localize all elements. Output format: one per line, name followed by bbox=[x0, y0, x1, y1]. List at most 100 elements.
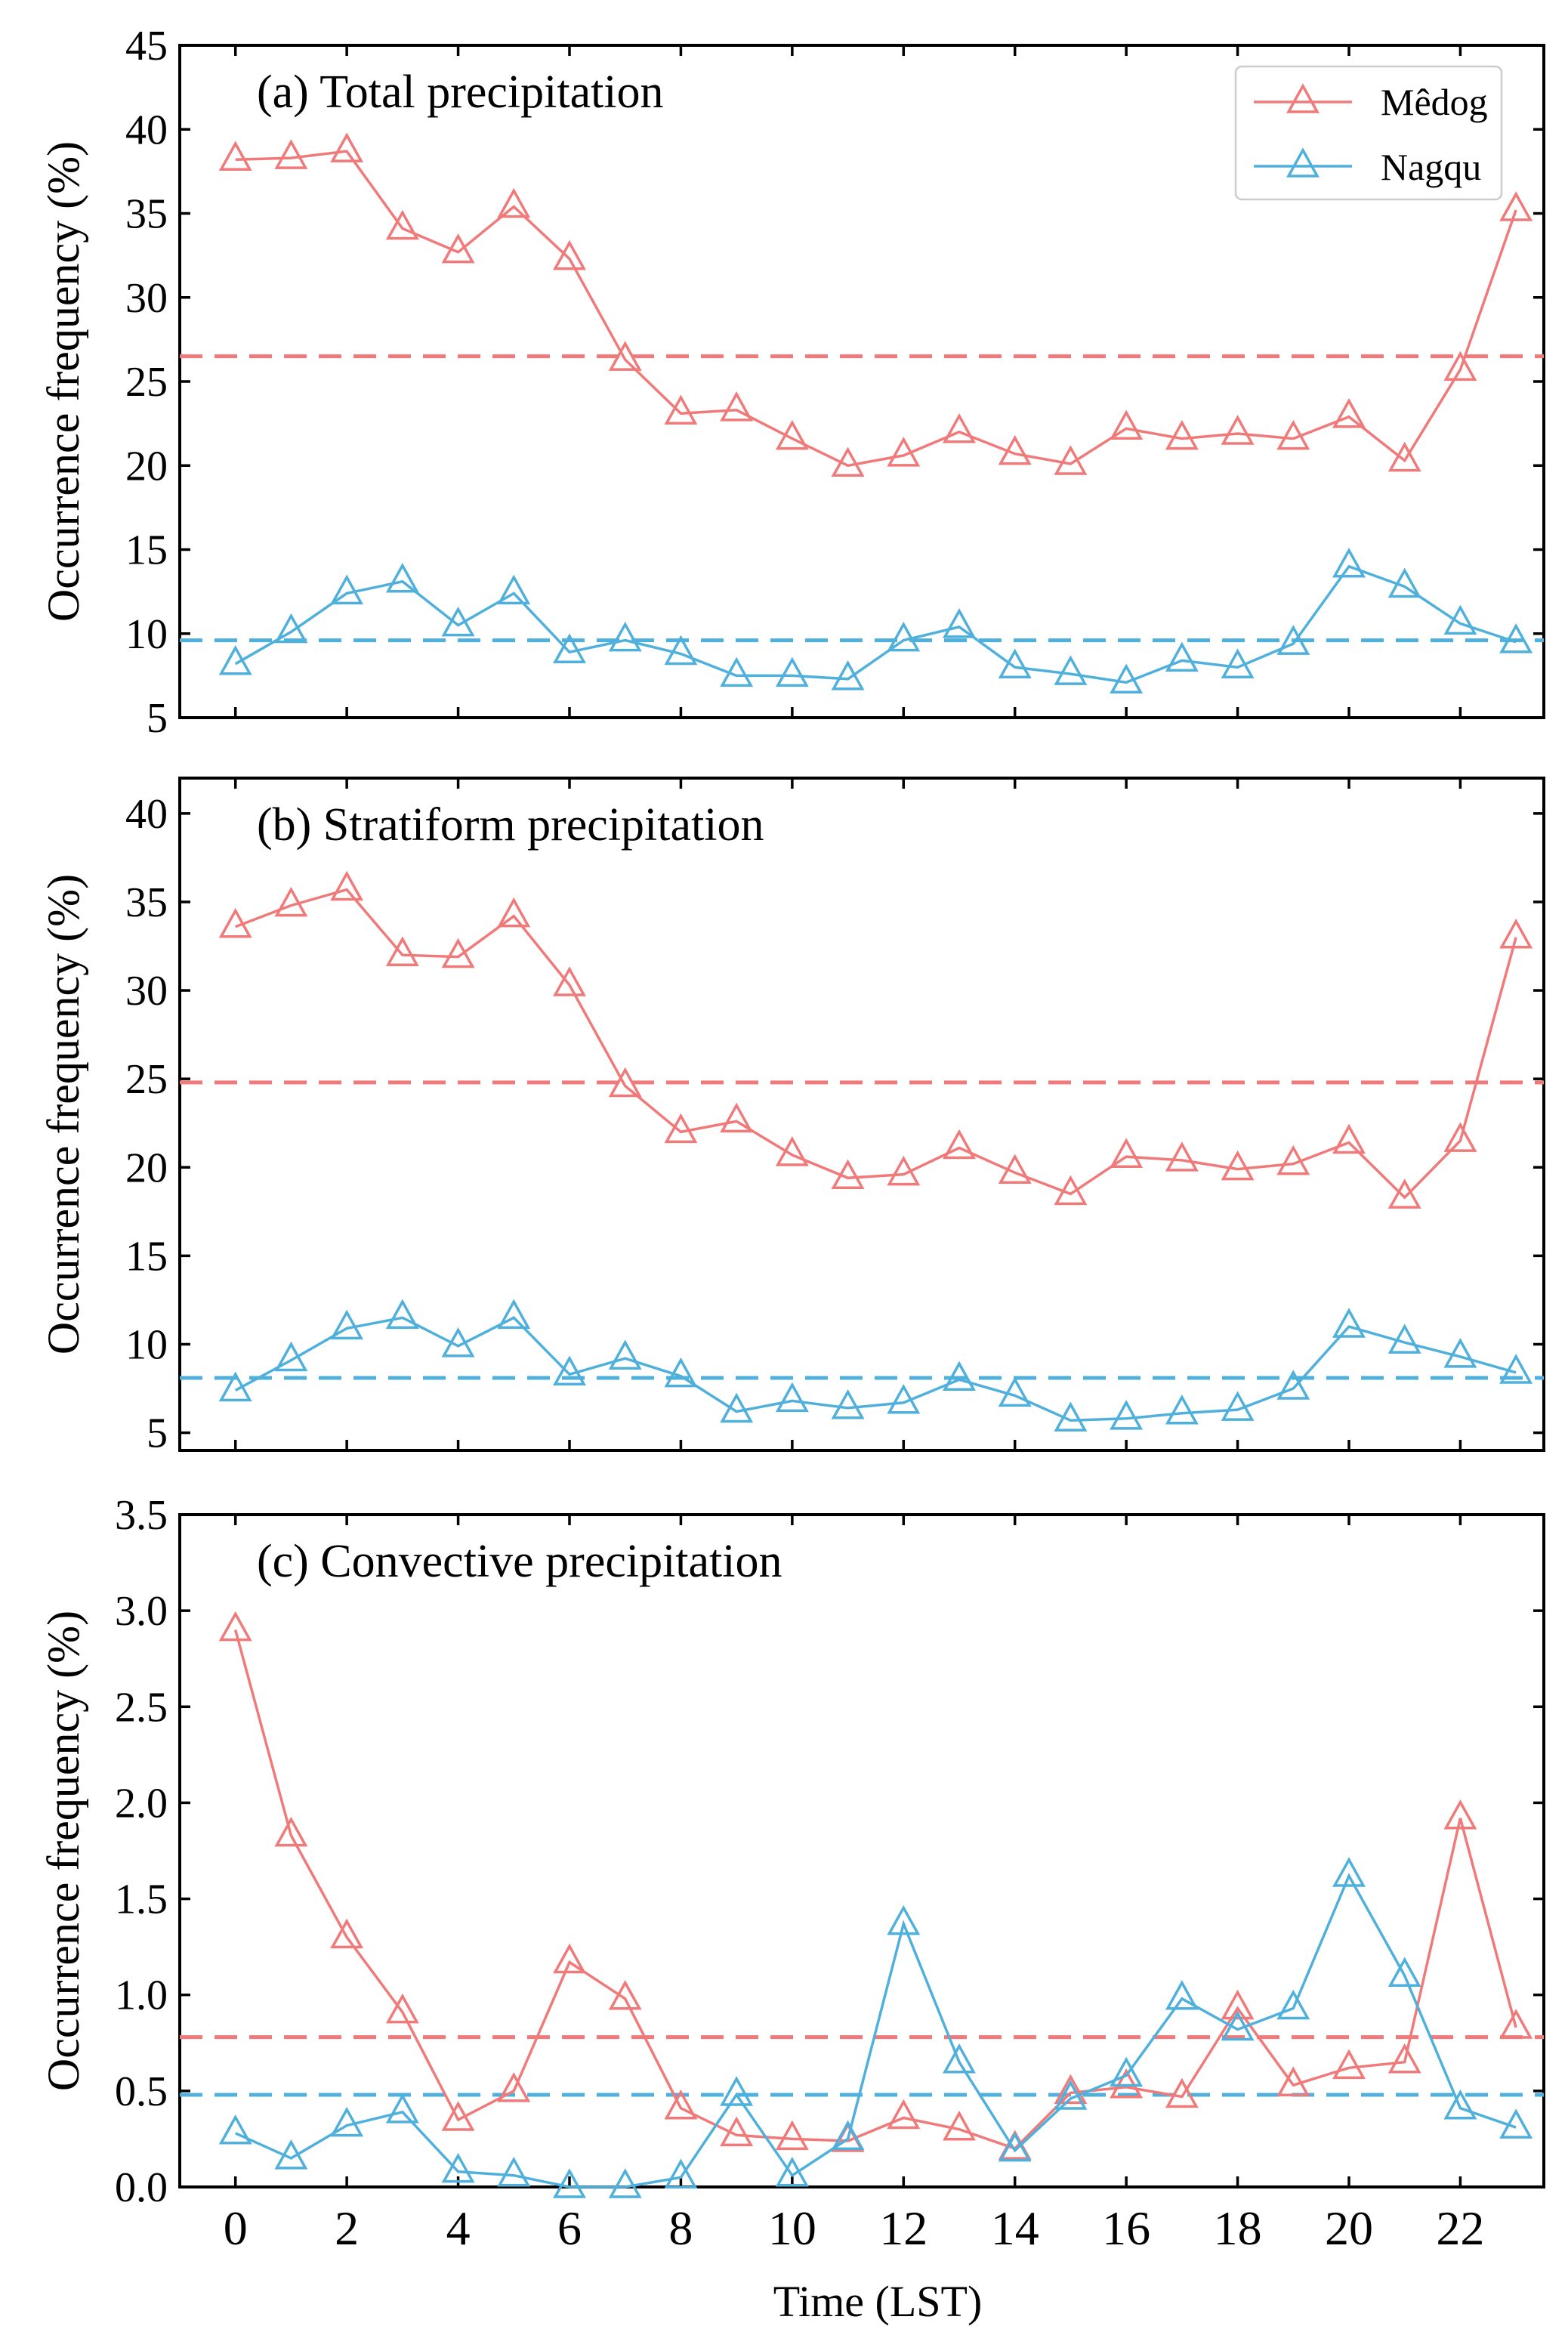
marker-medog bbox=[1387, 2043, 1421, 2074]
marker-medog bbox=[608, 1979, 642, 2010]
marker-nagqu bbox=[831, 660, 865, 690]
marker-medog bbox=[943, 2110, 976, 2141]
marker-medog bbox=[553, 966, 586, 996]
marker-medog bbox=[1276, 2066, 1310, 2096]
marker-nagqu bbox=[1387, 1957, 1421, 1988]
marker-medog bbox=[1443, 351, 1477, 381]
y-tick-label: 0.0 bbox=[115, 2164, 168, 2211]
plot-frame bbox=[178, 1513, 1545, 2188]
marker-medog bbox=[1332, 2049, 1366, 2080]
panel-convective: 0.0 0.5 1.0 1.5 2.0 2.5 3.0 3.5 0 2 4 6 8 10 12 14 16 18 2… bbox=[39, 1492, 1545, 2255]
series-line-medog bbox=[234, 1629, 1517, 2151]
x-axis-label: Time (LST) bbox=[773, 2277, 983, 2326]
x-tick-label: 4 bbox=[446, 2201, 471, 2255]
plot-frame bbox=[178, 777, 1545, 1452]
panel-total: 5 10 15 20 25 30 35 40 45 (a) Total precipitation… bbox=[39, 23, 1545, 742]
marker-medog bbox=[608, 341, 642, 371]
marker-nagqu bbox=[998, 1376, 1032, 1407]
y-axis-label: Occurrence frequency (%) bbox=[39, 1611, 88, 2091]
x-tick-label: 8 bbox=[668, 2201, 693, 2255]
marker-medog bbox=[831, 1159, 865, 1190]
marker-nagqu bbox=[943, 608, 976, 638]
marker-nagqu bbox=[831, 2120, 865, 2151]
marker-nagqu bbox=[330, 2106, 364, 2137]
marker-nagqu bbox=[720, 1392, 754, 1423]
marker-nagqu bbox=[1110, 2056, 1144, 2087]
marker-nagqu bbox=[218, 1371, 252, 1402]
marker-nagqu bbox=[831, 1388, 865, 1419]
marker-medog bbox=[1499, 2009, 1533, 2039]
marker-medog bbox=[887, 2099, 921, 2130]
marker-nagqu bbox=[1110, 1400, 1144, 1430]
y-tick-label: 10 bbox=[125, 1321, 168, 1368]
marker-medog bbox=[1165, 419, 1199, 450]
marker-nagqu bbox=[497, 574, 531, 605]
marker-medog bbox=[1443, 1799, 1477, 1830]
legend-label-nagqu: Nagqu bbox=[1381, 146, 1481, 188]
legend: Mêdog Nagqu bbox=[1234, 65, 1503, 201]
y-tick-label: 2.0 bbox=[115, 1780, 168, 1827]
marker-nagqu bbox=[664, 2158, 698, 2189]
x-tick-label: 14 bbox=[991, 2201, 1039, 2255]
marker-nagqu bbox=[553, 1355, 586, 1386]
marker-nagqu bbox=[608, 621, 642, 652]
marker-nagqu bbox=[1054, 1401, 1088, 1432]
marker-nagqu bbox=[218, 2114, 252, 2145]
marker-medog bbox=[1110, 1138, 1144, 1168]
x-tick-label: 16 bbox=[1102, 2201, 1150, 2255]
marker-medog bbox=[441, 2101, 475, 2131]
marker-nagqu bbox=[497, 1299, 531, 1330]
marker-medog bbox=[664, 2089, 698, 2120]
marker-medog bbox=[1221, 415, 1255, 445]
marker-medog bbox=[274, 139, 308, 169]
x-tick-label: 12 bbox=[879, 2201, 928, 2255]
marker-medog bbox=[1110, 2068, 1144, 2099]
marker-medog bbox=[330, 1918, 364, 1949]
marker-medog bbox=[1276, 1144, 1310, 1175]
marker-medog bbox=[720, 2116, 754, 2147]
marker-nagqu bbox=[998, 2131, 1032, 2162]
marker-medog bbox=[1276, 419, 1310, 450]
y-axis-label: Occurrence frequency (%) bbox=[39, 141, 88, 622]
marker-nagqu bbox=[218, 644, 252, 675]
marker-nagqu bbox=[1276, 1989, 1310, 2020]
marker-nagqu bbox=[385, 562, 419, 593]
marker-nagqu bbox=[943, 1361, 976, 1392]
marker-nagqu bbox=[497, 2156, 531, 2187]
marker-nagqu bbox=[441, 1327, 475, 1358]
y-tick-label: 10 bbox=[125, 611, 168, 658]
series-line-nagqu bbox=[234, 1873, 1517, 2188]
marker-medog bbox=[497, 897, 531, 928]
marker-nagqu bbox=[943, 2043, 976, 2074]
marker-medog bbox=[1332, 1123, 1366, 1154]
marker-medog bbox=[553, 1943, 586, 1974]
marker-medog bbox=[720, 1102, 754, 1133]
marker-medog bbox=[943, 412, 976, 443]
y-tick-label: 20 bbox=[125, 1144, 168, 1191]
marker-nagqu bbox=[1499, 1354, 1533, 1384]
y-tick-label: 1.5 bbox=[115, 1876, 168, 1923]
y-tick-label: 20 bbox=[125, 443, 168, 490]
marker-medog bbox=[720, 391, 754, 422]
marker-medog bbox=[330, 870, 364, 901]
marker-medog bbox=[497, 187, 531, 218]
x-tick-label: 0 bbox=[224, 2201, 248, 2255]
marker-nagqu bbox=[664, 1357, 698, 1388]
marker-nagqu bbox=[775, 656, 809, 687]
marker-medog bbox=[1332, 397, 1366, 428]
x-tick-label: 18 bbox=[1214, 2201, 1262, 2255]
marker-medog bbox=[998, 434, 1032, 465]
marker-nagqu bbox=[330, 574, 364, 605]
marker-nagqu bbox=[608, 1339, 642, 1370]
x-tick-label: 2 bbox=[335, 2201, 359, 2255]
y-tick-label: 15 bbox=[125, 1233, 168, 1280]
marker-nagqu bbox=[1276, 625, 1310, 655]
panel-title: (b) Stratiform precipitation bbox=[257, 799, 764, 851]
y-tick-label: 30 bbox=[125, 275, 168, 322]
marker-nagqu bbox=[441, 606, 475, 637]
marker-nagqu bbox=[1165, 1395, 1199, 1425]
y-tick-label: 40 bbox=[125, 791, 168, 838]
marker-medog bbox=[385, 936, 419, 966]
marker-medog bbox=[1165, 2077, 1199, 2108]
marker-nagqu bbox=[1332, 547, 1366, 578]
